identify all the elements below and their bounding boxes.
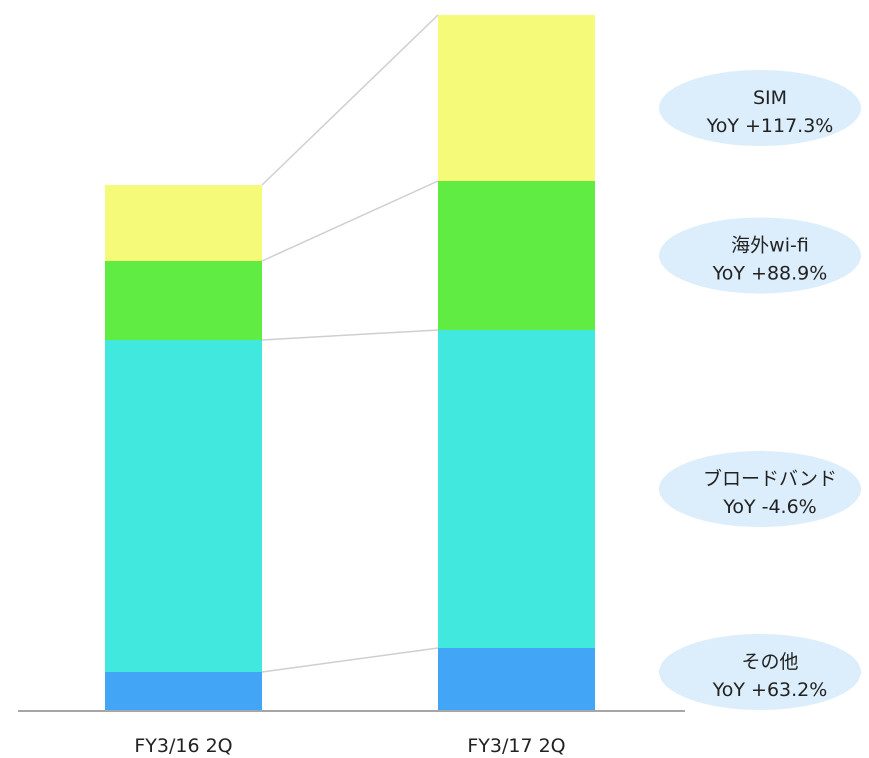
connector-line: [261, 647, 439, 673]
bar-segments: [105, 15, 595, 710]
annotation-bubble: ブロードバンド YoY -4.6%: [659, 451, 861, 527]
category-labels: FY3/16 2Q FY3/17 2Q: [134, 735, 565, 757]
connector-line: [261, 329, 439, 341]
annotation-ellipse: [659, 451, 861, 527]
bar-broadband-fy3-17: [438, 330, 595, 648]
connector-lines: [261, 14, 439, 673]
annotation-ellipse: [659, 70, 861, 146]
annotation-ellipse: [659, 217, 861, 294]
annotation-bubble: その他 YoY +63.2%: [659, 634, 861, 710]
annotation-yoy-label: YoY -4.6%: [722, 496, 816, 518]
annotation-yoy-label: YoY +88.9%: [712, 263, 828, 285]
annotation-series-label: SIM: [753, 87, 787, 109]
bar-broadband-fy3-16: [105, 340, 262, 672]
bar-other-fy3-17: [438, 648, 595, 710]
bar-overseas-wifi-fy3-17: [438, 181, 595, 330]
bar-overseas-wifi-fy3-16: [105, 261, 262, 340]
annotation-bubble: 海外wi-fi YoY +88.9%: [659, 217, 861, 294]
annotation-yoy-label: YoY +117.3%: [706, 115, 834, 137]
connector-line: [261, 180, 439, 262]
bar-sim-fy3-16: [105, 185, 262, 261]
category-label: FY3/17 2Q: [467, 735, 565, 757]
annotation-series-label: ブロードバンド: [703, 467, 837, 490]
annotation-bubbles: SIM YoY +117.3% 海外wi-fi YoY +88.9% ブロードバンド Yo…: [659, 70, 861, 710]
connector-line: [261, 14, 439, 186]
annotation-series-label: 海外wi-fi: [731, 235, 809, 257]
annotation-yoy-label: YoY +63.2%: [712, 679, 828, 701]
bar-sim-fy3-17: [438, 15, 595, 181]
bar-other-fy3-16: [105, 672, 262, 710]
annotation-series-label: その他: [741, 651, 798, 673]
annotation-bubble: SIM YoY +117.3%: [659, 70, 861, 146]
category-label: FY3/16 2Q: [134, 735, 232, 757]
annotation-ellipse: [659, 634, 861, 710]
